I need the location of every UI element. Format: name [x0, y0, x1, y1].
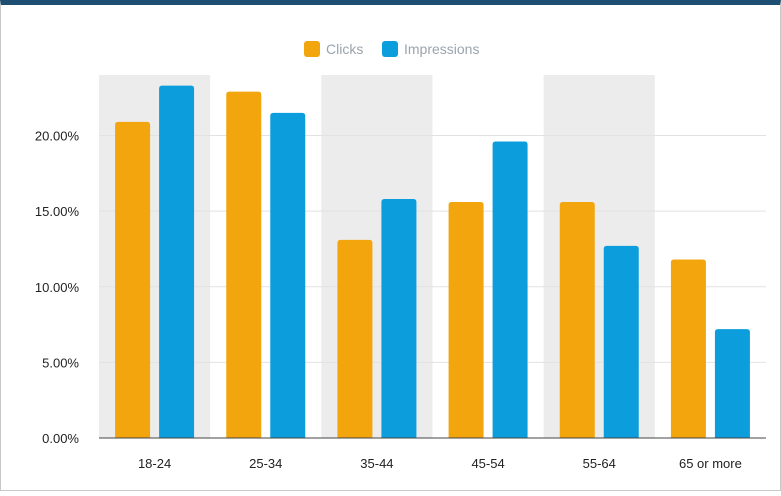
- gridlines: [99, 135, 766, 363]
- x-axis-ticks: 18-24 25-34 35-44 45-54 55-64 65 or more: [138, 456, 742, 471]
- legend-swatch: [382, 41, 398, 57]
- legend-swatch: [304, 41, 320, 57]
- bar-clicks-25-34[interactable]: [226, 91, 262, 438]
- x-tick-label: 18-24: [138, 456, 171, 471]
- legend-label: Clicks: [326, 41, 363, 57]
- bar-chart: 0.00% 5.00% 10.00% 15.00% 20.00% 18-24 25-34 3…: [35, 41, 766, 471]
- bar-impressions-35-44[interactable]: [381, 199, 417, 438]
- bar-impressions-55-64[interactable]: [603, 245, 639, 438]
- x-tick-label: 65 or more: [679, 456, 742, 471]
- bars: [115, 85, 750, 439]
- legend-label: Impressions: [404, 41, 479, 57]
- bar-clicks-45-54[interactable]: [448, 202, 484, 438]
- legend-item-impressions[interactable]: Impressions: [382, 41, 479, 57]
- y-tick-label: 10.00%: [35, 280, 80, 295]
- bar-clicks-18-24[interactable]: [115, 121, 151, 438]
- bar-clicks-65-or-more[interactable]: [670, 259, 706, 438]
- bar-impressions-65-or-more[interactable]: [714, 329, 750, 438]
- x-tick-label: 25-34: [249, 456, 282, 471]
- x-tick-label: 35-44: [360, 456, 393, 471]
- bar-impressions-25-34[interactable]: [270, 112, 306, 438]
- x-tick-label: 45-54: [471, 456, 504, 471]
- bar-clicks-35-44[interactable]: [337, 239, 373, 438]
- y-axis-ticks: 0.00% 5.00% 10.00% 15.00% 20.00%: [35, 129, 80, 447]
- legend[interactable]: Clicks Impressions: [304, 41, 479, 57]
- bar-clicks-55-64[interactable]: [559, 202, 595, 438]
- y-tick-label: 0.00%: [42, 431, 79, 446]
- bar-impressions-45-54[interactable]: [492, 141, 528, 439]
- y-tick-label: 15.00%: [35, 204, 80, 219]
- legend-item-clicks[interactable]: Clicks: [304, 41, 363, 57]
- y-tick-label: 20.00%: [35, 129, 80, 144]
- x-tick-label: 55-64: [583, 456, 616, 471]
- bar-impressions-18-24[interactable]: [159, 85, 195, 439]
- y-tick-label: 5.00%: [42, 355, 79, 370]
